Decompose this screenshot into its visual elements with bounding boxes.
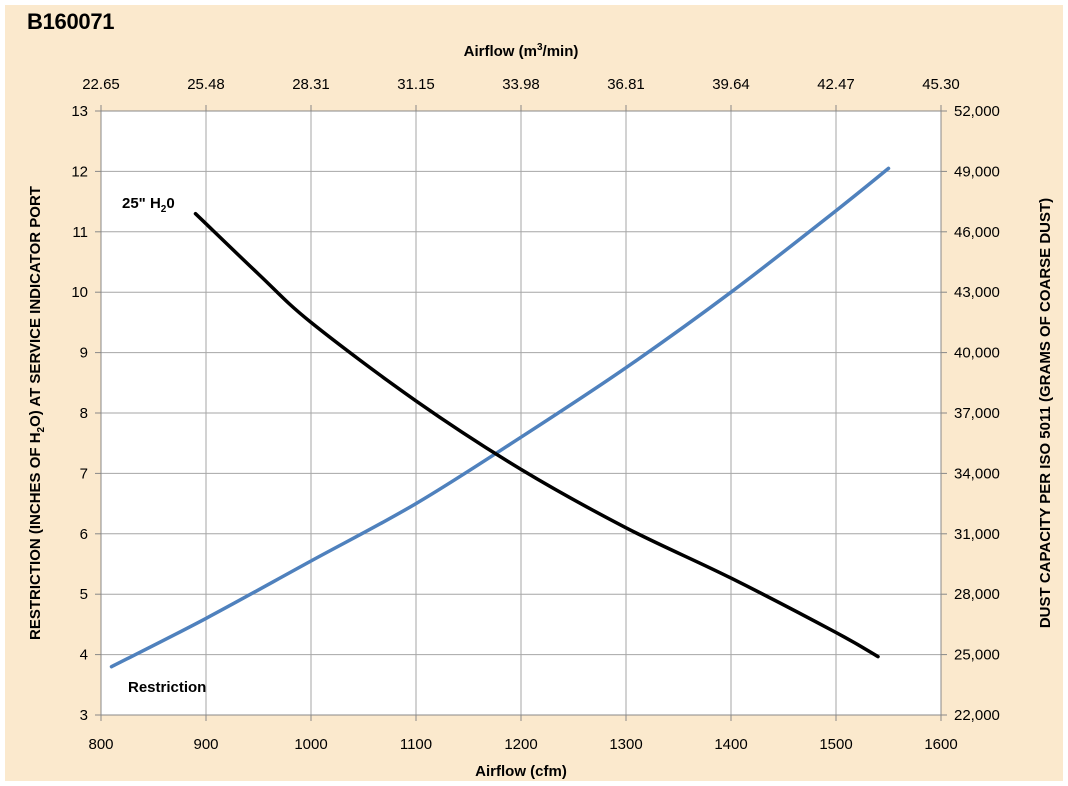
tick-label-top: 28.31	[292, 76, 330, 93]
x-top-label-sup: 3	[537, 42, 543, 53]
tick-label-bottom: 1000	[294, 736, 327, 753]
tick-label-bottom: 1400	[714, 736, 747, 753]
bottom-axis: 800 900 1000 1100 1200 1300 1400 1500 1600	[88, 715, 958, 753]
tick-label-bottom: 800	[88, 736, 113, 753]
tick-label-right: 31,000	[954, 526, 1000, 543]
restriction-line	[109, 166, 891, 669]
dust-label-suffix: 0	[166, 195, 174, 212]
tick-label-right: 22,000	[954, 707, 1000, 724]
dust-label-prefix: 25" H	[122, 195, 161, 212]
y-left-label-sub: 2	[36, 426, 47, 432]
tick-label-right: 34,000	[954, 465, 1000, 482]
tick-label-left: 5	[80, 586, 88, 603]
tick-label-top: 25.48	[187, 76, 225, 93]
y-axis-title-left: RESTRICTION (INCHES OF H2O) AT SERVICE I…	[27, 186, 47, 640]
tick-label-top: 31.15	[397, 76, 435, 93]
dust-capacity-label: 25" H20	[122, 195, 175, 215]
tick-label-right: 49,000	[954, 163, 1000, 180]
tick-label-left: 12	[71, 163, 88, 180]
tick-label-right: 43,000	[954, 284, 1000, 301]
tick-label-top: 39.64	[712, 76, 750, 93]
y-axis-title-right: DUST CAPACITY PER ISO 5011 (GRAMS OF COA…	[1037, 198, 1054, 628]
dust-label-sub: 2	[161, 204, 167, 215]
tick-label-left: 8	[80, 405, 88, 422]
tick-label-right: 37,000	[954, 405, 1000, 422]
tick-label-bottom: 1200	[504, 736, 537, 753]
x-axis-title-top: Airflow (m3/min)	[464, 42, 579, 60]
tick-label-bottom: 1600	[924, 736, 957, 753]
tick-label-left: 11	[72, 224, 88, 241]
tick-label-left: 10	[71, 284, 88, 301]
restriction-label: Restriction	[128, 679, 206, 696]
tick-label-top: 33.98	[502, 76, 540, 93]
tick-label-right: 25,000	[954, 647, 1000, 664]
right-axis: 22,000 25,000 28,000 31,000 34,000 37,000 40,0…	[941, 103, 1000, 724]
x-top-label-prefix: Airflow (m	[464, 43, 537, 60]
tick-label-left: 3	[80, 707, 88, 724]
tick-label-right: 40,000	[954, 345, 1000, 362]
tick-label-bottom: 1100	[400, 736, 432, 753]
series-layer	[109, 166, 891, 669]
tick-label-right: 52,000	[954, 103, 1000, 120]
tick-label-left: 7	[80, 465, 88, 482]
top-axis: 22.65 25.48 28.31 31.15 33.98 36.81 39.64 42.47…	[82, 76, 960, 111]
tick-label-bottom: 900	[193, 736, 218, 753]
tick-label-left: 13	[71, 103, 88, 120]
tick-label-right: 28,000	[954, 586, 1000, 603]
tick-label-top: 36.81	[607, 76, 645, 93]
tick-label-top: 42.47	[817, 76, 855, 93]
tick-label-bottom: 1300	[609, 736, 642, 753]
tick-label-bottom: 1500	[819, 736, 852, 753]
y-left-label-prefix: RESTRICTION (INCHES OF H	[27, 432, 44, 640]
tick-label-left: 9	[80, 345, 88, 362]
tick-label-top: 22.65	[82, 76, 120, 93]
x-axis-title-bottom: Airflow (cfm)	[475, 763, 567, 780]
dust-capacity-line	[193, 211, 880, 659]
x-top-label-suffix: /min)	[543, 43, 579, 60]
y-left-label-suffix: O) AT SERVICE INDICATOR PORT	[27, 186, 44, 427]
tick-label-left: 6	[80, 526, 88, 543]
tick-label-right: 46,000	[954, 224, 1000, 241]
product-code: B160071	[27, 9, 115, 34]
left-axis: 3 4 5 6 7 8 9 10 11 12 13	[71, 103, 101, 724]
tick-label-left: 4	[80, 647, 88, 664]
tick-label-top: 45.30	[922, 76, 960, 93]
